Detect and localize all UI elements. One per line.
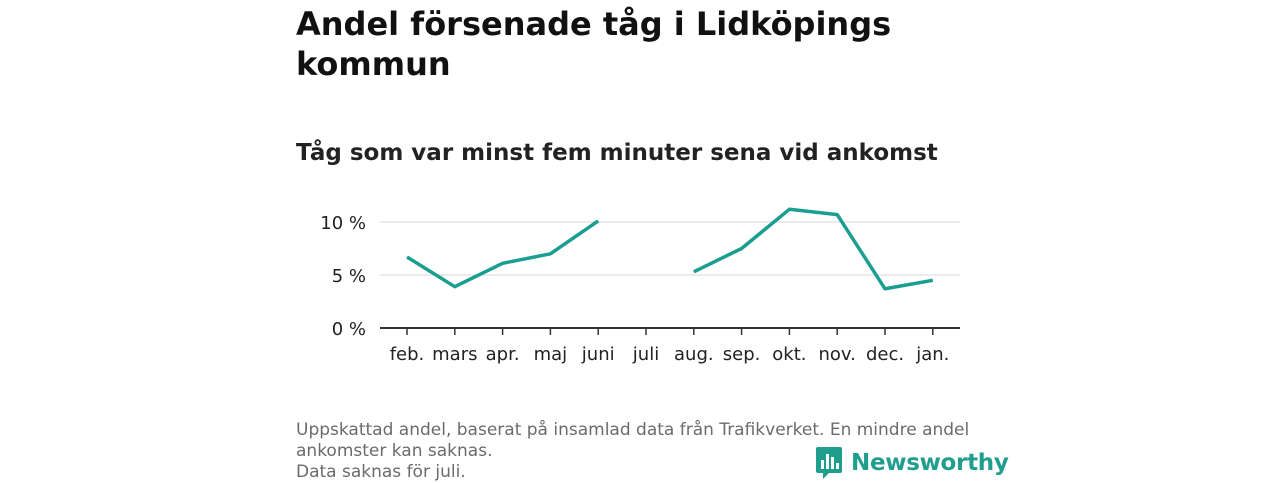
footnote-line-3: Data saknas för juli. — [296, 462, 466, 482]
x-tick-label: juni — [581, 344, 615, 365]
x-tick-label: okt. — [772, 344, 806, 365]
chart-subtitle: Tåg som var minst fem minuter sena vid a… — [296, 140, 938, 166]
series-line — [406, 219, 600, 289]
newsworthy-logo-icon — [816, 447, 842, 479]
brand-name: Newsworthy — [851, 450, 1009, 476]
line-chart: 0 % 5 % 10 % feb. mars apr. maj juni juli aug. se… — [320, 207, 960, 365]
x-tick-label: sep. — [723, 344, 761, 365]
x-tick-label: apr. — [486, 344, 520, 365]
y-tick-label: 5 % — [332, 266, 366, 287]
y-tick-label: 0 % — [332, 319, 366, 340]
x-tick-label: jan. — [915, 344, 949, 365]
y-tick-label: 10 % — [320, 213, 366, 234]
series-line — [693, 207, 934, 291]
y-tick-labels: 0 % 5 % 10 % — [320, 213, 366, 340]
x-tick-label: mars — [432, 344, 477, 365]
x-axis — [380, 327, 960, 335]
x-tick-label: nov. — [818, 344, 855, 365]
x-tick-label: maj — [534, 344, 568, 365]
x-tick-label: dec. — [866, 344, 904, 365]
x-tick-label: feb. — [390, 344, 425, 365]
series-lines — [406, 207, 934, 291]
x-tick-labels: feb. mars apr. maj juni juli aug. sep. okt. nov. d… — [390, 344, 950, 365]
footnote-line-2: ankomster kan saknas. — [296, 441, 493, 461]
x-tick-label: juli — [632, 344, 659, 365]
brand-logo: Newsworthy — [815, 446, 1009, 480]
chart-title: Andel försenade tåg i Lidköpings kommun — [296, 5, 892, 83]
footnote: Uppskattad andel, baserat på insamlad da… — [296, 420, 986, 483]
footnote-line-1: Uppskattad andel, baserat på insamlad da… — [296, 420, 970, 440]
x-tick-label: aug. — [674, 344, 714, 365]
